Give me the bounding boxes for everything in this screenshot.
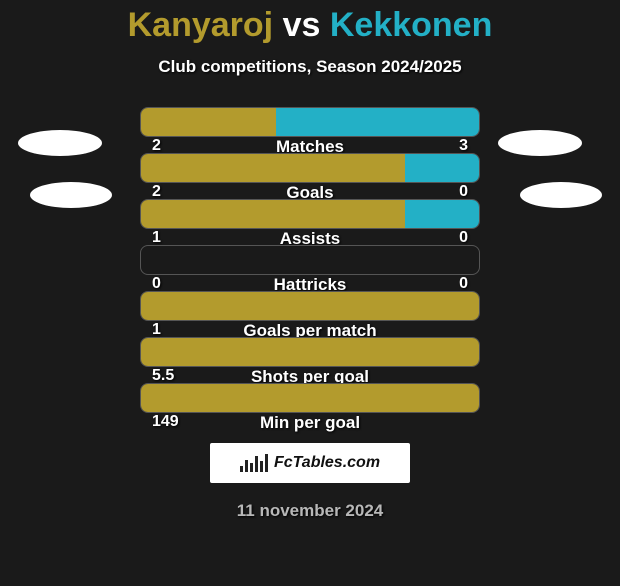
stat-bar-left — [141, 200, 405, 228]
stat-label: Min per goal — [140, 413, 480, 433]
date-text: 11 november 2024 — [0, 501, 620, 521]
team-badge — [520, 182, 602, 208]
title-player2: Kekkonen — [330, 6, 493, 44]
stat-bar-track — [140, 153, 480, 183]
team-badge — [18, 130, 102, 156]
comparison-title: Kanyaroj vs Kekkonen — [0, 6, 620, 45]
stat-bar-right — [405, 154, 479, 182]
stat-row: Shots per goal5.5 — [0, 329, 620, 375]
fctables-bars-icon — [240, 454, 268, 472]
title-vs: vs — [283, 6, 321, 44]
stat-value-left: 149 — [152, 413, 179, 431]
stat-row: Hattricks00 — [0, 237, 620, 283]
stat-bar-left — [141, 108, 276, 136]
stat-bar-track — [140, 245, 480, 275]
stat-bar-left — [141, 154, 405, 182]
stat-row: Goals per match1 — [0, 283, 620, 329]
stat-bar-left — [141, 338, 479, 366]
stat-bar-wrap: Hattricks00 — [140, 245, 480, 275]
subtitle: Club competitions, Season 2024/2025 — [0, 57, 620, 77]
stat-bar-wrap: Assists10 — [140, 199, 480, 229]
fctables-text: FcTables.com — [274, 454, 380, 472]
team-badge — [498, 130, 582, 156]
stat-bar-right — [276, 108, 479, 136]
fctables-watermark: FcTables.com — [210, 443, 410, 483]
title-player1: Kanyaroj — [128, 6, 274, 44]
stat-row: Min per goal149 — [0, 375, 620, 421]
stat-bar-wrap: Shots per goal5.5 — [140, 337, 480, 367]
stat-bar-left — [141, 384, 479, 412]
stat-bar-wrap: Matches23 — [140, 107, 480, 137]
stat-bar-track — [140, 337, 480, 367]
stat-bar-track — [140, 199, 480, 229]
stat-bar-track — [140, 383, 480, 413]
team-badge — [30, 182, 112, 208]
stat-bar-wrap: Goals20 — [140, 153, 480, 183]
stat-bar-wrap: Min per goal149 — [140, 383, 480, 413]
stat-bar-track — [140, 291, 480, 321]
stat-bar-right — [405, 200, 479, 228]
stat-bar-track — [140, 107, 480, 137]
stat-bar-wrap: Goals per match1 — [140, 291, 480, 321]
stat-bar-left — [141, 292, 479, 320]
